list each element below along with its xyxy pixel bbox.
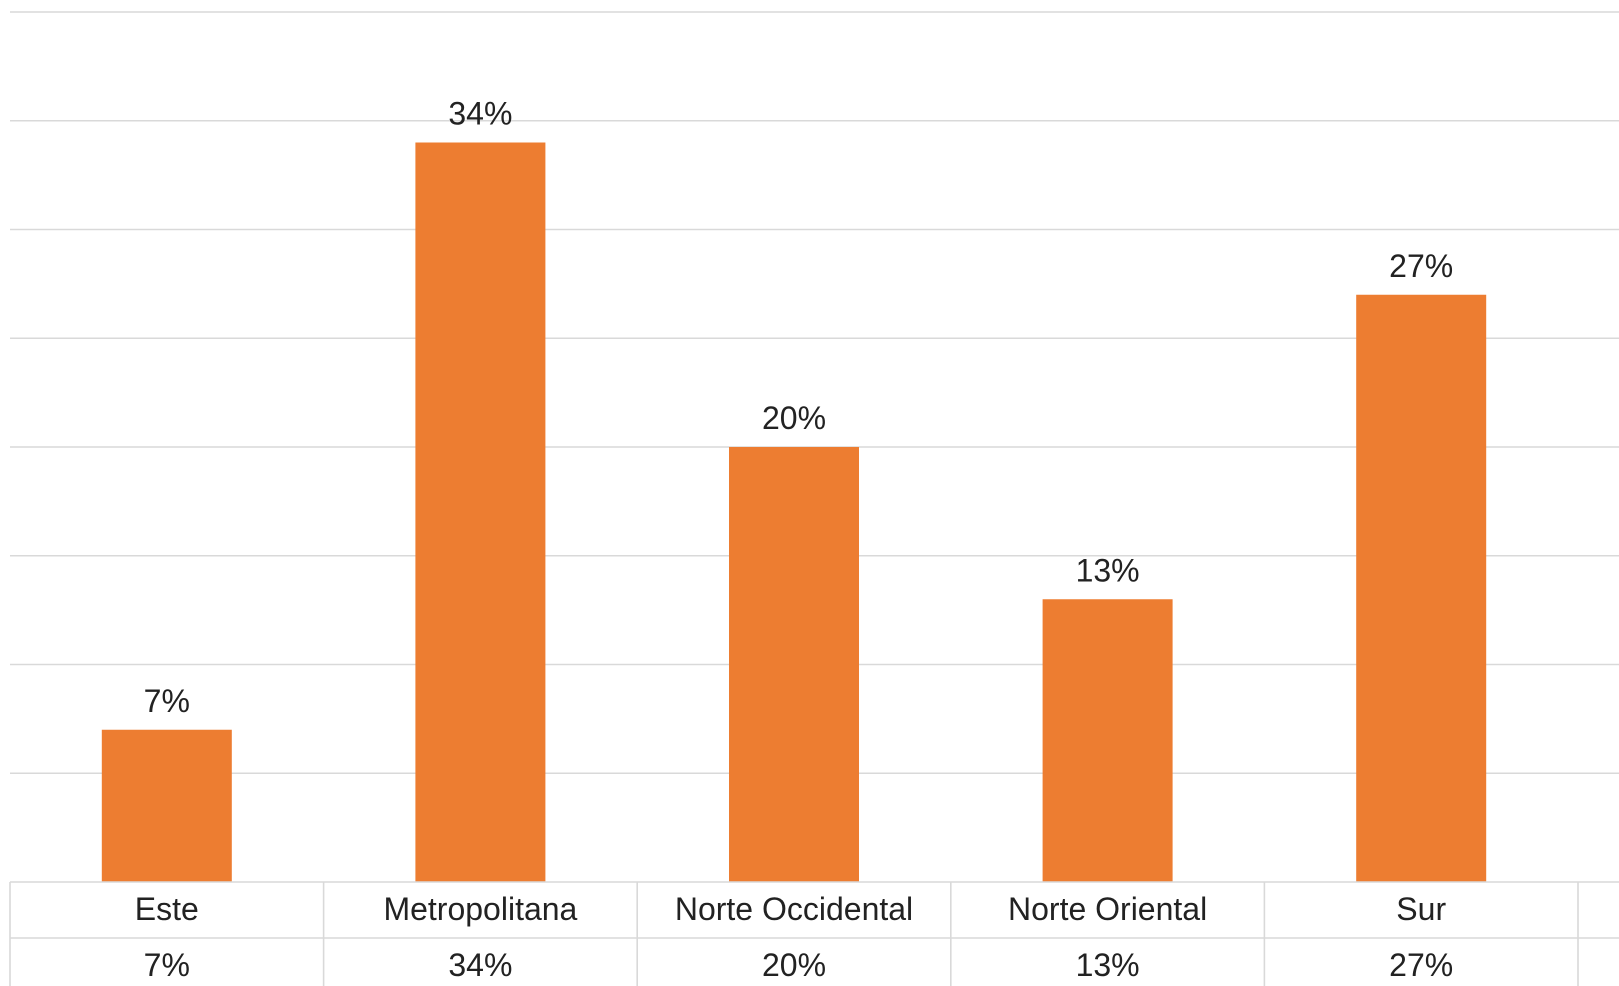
table-value: 27% [1389, 947, 1453, 983]
table-value: 13% [1076, 947, 1140, 983]
data-label: 13% [1076, 552, 1140, 588]
category-label: Este [135, 891, 199, 927]
table-value: 34% [448, 947, 512, 983]
bar [1356, 294, 1487, 882]
bar [1042, 599, 1173, 882]
data-label: 7% [144, 683, 190, 719]
bars [101, 142, 1487, 882]
data-label: 27% [1389, 248, 1453, 284]
data-table: Este 7% Metropolitana 34% Norte Occidental 20… [9, 881, 1619, 986]
bar [729, 447, 859, 882]
category-label: Norte Oriental [1008, 891, 1207, 927]
category-label: Sur [1396, 891, 1446, 927]
data-labels: 7% 34% 20% 13% 27% [144, 96, 1454, 719]
category-label: Metropolitana [383, 891, 577, 927]
table-value: 20% [762, 947, 826, 983]
bar [415, 142, 546, 882]
bar [101, 729, 232, 882]
table-value: 7% [144, 947, 190, 983]
data-label: 20% [762, 400, 826, 436]
category-label: Norte Occidental [675, 891, 913, 927]
data-label: 34% [448, 96, 512, 132]
